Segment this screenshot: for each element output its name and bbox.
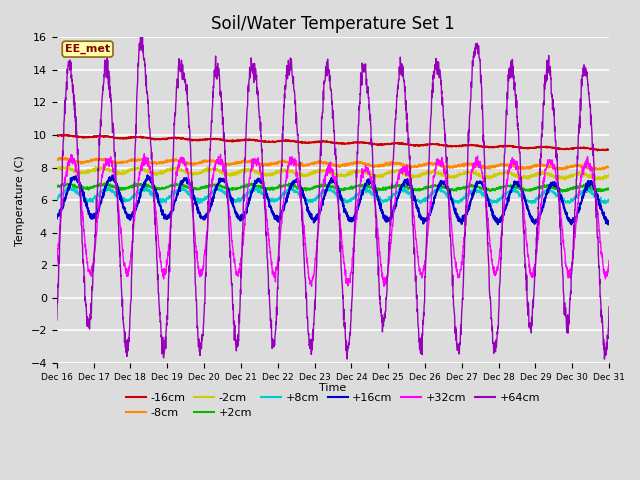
+16cm — [349, 216, 357, 221]
-2cm — [605, 171, 613, 177]
-16cm — [557, 146, 564, 152]
-8cm — [493, 163, 501, 169]
-16cm — [605, 147, 613, 153]
+64cm — [138, 31, 145, 36]
+8cm — [207, 192, 215, 198]
+64cm — [493, 331, 501, 337]
+8cm — [493, 196, 501, 202]
+2cm — [572, 185, 580, 191]
+16cm — [109, 172, 116, 178]
+32cm — [605, 258, 613, 264]
+16cm — [493, 217, 501, 223]
+2cm — [493, 186, 501, 192]
+8cm — [572, 195, 580, 201]
+64cm — [53, 317, 61, 323]
+32cm — [361, 169, 369, 175]
Line: -16cm: -16cm — [57, 134, 609, 151]
Title: Soil/Water Temperature Set 1: Soil/Water Temperature Set 1 — [211, 15, 455, 33]
+32cm — [557, 210, 564, 216]
-8cm — [572, 163, 580, 169]
+2cm — [361, 182, 369, 188]
+8cm — [605, 198, 613, 204]
Line: +32cm: +32cm — [57, 154, 609, 286]
-16cm — [53, 132, 61, 138]
+2cm — [605, 185, 613, 191]
-8cm — [361, 162, 369, 168]
+16cm — [604, 221, 612, 227]
+32cm — [349, 253, 357, 259]
+16cm — [53, 216, 61, 221]
+64cm — [605, 304, 613, 310]
+8cm — [361, 188, 369, 193]
+64cm — [600, 356, 608, 362]
-2cm — [64, 163, 72, 169]
+16cm — [207, 203, 215, 209]
+2cm — [557, 187, 564, 193]
+16cm — [572, 216, 580, 221]
-8cm — [349, 160, 357, 166]
+8cm — [557, 195, 564, 201]
+2cm — [207, 182, 215, 188]
-2cm — [349, 169, 357, 175]
-16cm — [572, 145, 580, 151]
-8cm — [56, 155, 63, 160]
+32cm — [207, 191, 215, 196]
-8cm — [557, 166, 564, 171]
-2cm — [557, 175, 564, 181]
-2cm — [207, 166, 215, 172]
+16cm — [605, 219, 613, 225]
+2cm — [349, 185, 357, 191]
+64cm — [572, 193, 580, 199]
+64cm — [361, 65, 369, 71]
-2cm — [53, 166, 61, 172]
Y-axis label: Temperature (C): Temperature (C) — [15, 155, 25, 246]
+64cm — [349, 269, 357, 275]
-16cm — [493, 144, 501, 150]
+32cm — [572, 219, 580, 225]
+8cm — [601, 201, 609, 206]
+64cm — [557, 227, 564, 233]
Line: +16cm: +16cm — [57, 175, 609, 224]
-8cm — [591, 168, 599, 173]
+2cm — [101, 180, 109, 186]
+16cm — [361, 181, 369, 187]
+32cm — [53, 264, 61, 269]
Text: EE_met: EE_met — [65, 44, 110, 54]
+64cm — [207, 130, 215, 136]
X-axis label: Time: Time — [319, 383, 346, 393]
-2cm — [361, 170, 369, 176]
+8cm — [349, 196, 357, 202]
-16cm — [207, 136, 215, 142]
+8cm — [105, 184, 113, 190]
+16cm — [557, 192, 564, 198]
Line: -2cm: -2cm — [57, 166, 609, 180]
-16cm — [349, 139, 357, 145]
-16cm — [594, 148, 602, 154]
-8cm — [53, 157, 61, 163]
+8cm — [53, 196, 61, 202]
Line: +2cm: +2cm — [57, 183, 609, 192]
Line: +8cm: +8cm — [57, 187, 609, 204]
Line: -8cm: -8cm — [57, 157, 609, 170]
Legend: -16cm, -8cm, -2cm, +2cm, +8cm, +16cm, +32cm, +64cm: -16cm, -8cm, -2cm, +2cm, +8cm, +16cm, +3… — [121, 388, 545, 422]
-8cm — [605, 164, 613, 170]
Line: +64cm: +64cm — [57, 34, 609, 359]
+2cm — [53, 184, 61, 190]
-16cm — [361, 140, 369, 146]
-2cm — [596, 177, 604, 183]
+2cm — [559, 189, 566, 195]
-2cm — [572, 171, 580, 177]
-2cm — [493, 172, 501, 178]
+32cm — [140, 151, 148, 156]
+32cm — [380, 283, 388, 289]
-8cm — [207, 157, 215, 163]
-16cm — [59, 132, 67, 137]
+32cm — [494, 267, 502, 273]
